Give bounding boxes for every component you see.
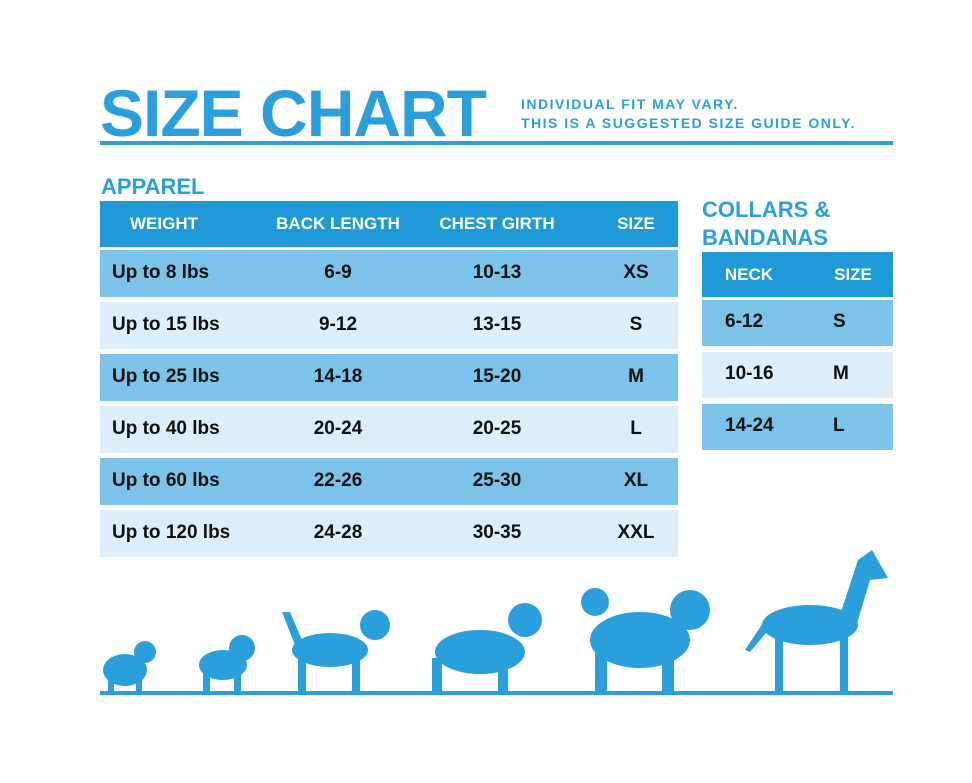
title-rule [100, 141, 893, 145]
table-row [702, 352, 893, 398]
table-cell: M [628, 365, 644, 387]
table-cell: 25-30 [472, 469, 522, 491]
section-title: APPAREL [101, 174, 205, 199]
table-cell: 13-15 [472, 313, 522, 335]
table-row [100, 510, 678, 557]
table-cell: 10-16 [725, 363, 774, 384]
table-row [702, 300, 893, 346]
table-cell: S [833, 311, 846, 332]
table-row [100, 458, 678, 505]
header-row [702, 252, 893, 297]
table-cell: 15-20 [472, 365, 522, 387]
table-cell: 9-12 [318, 313, 358, 335]
title: SIZE CHART [100, 76, 487, 150]
column-header: CHEST GIRTH [439, 214, 555, 233]
table-row [100, 302, 678, 349]
table-row [100, 250, 678, 297]
table-cell: Up to 120 lbs [112, 521, 231, 543]
table-cell: 20-25 [472, 417, 522, 439]
table-cell: S [629, 313, 643, 335]
table-row [100, 354, 678, 401]
table-cell: 30-35 [472, 521, 522, 543]
header-row [100, 201, 678, 247]
table-cell: XL [623, 469, 649, 491]
table-cell: Up to 8 lbs [112, 261, 210, 283]
table-cell: 14-18 [313, 365, 363, 387]
dog-silhouettes [100, 550, 893, 695]
table-cell: Up to 15 lbs [112, 313, 220, 335]
table-cell: 24-28 [313, 521, 363, 543]
note: INDIVIDUAL FIT MAY VARY. [521, 96, 739, 112]
column-header: WEIGHT [130, 214, 198, 233]
table-cell: L [630, 417, 642, 439]
table-cell: 6-12 [725, 311, 764, 332]
table-cell: Up to 60 lbs [112, 469, 220, 491]
table-cell: 22-26 [313, 469, 363, 491]
column-header: BACK LENGTH [276, 214, 400, 233]
table-row [100, 406, 678, 453]
table-cell: 14-24 [725, 415, 774, 436]
section-title: COLLARS & [702, 197, 831, 222]
column-header: SIZE [834, 264, 872, 284]
table-cell: 20-24 [313, 417, 363, 439]
table-cell: 10-13 [472, 261, 522, 283]
table-cell: XS [623, 261, 649, 283]
table-row [702, 404, 893, 450]
column-header: SIZE [617, 214, 655, 233]
table-cell: 6-9 [324, 261, 352, 283]
section-title: BANDANAS [702, 225, 828, 250]
table-cell: Up to 25 lbs [112, 365, 220, 387]
note: THIS IS A SUGGESTED SIZE GUIDE ONLY. [521, 115, 856, 131]
table-cell: XXL [617, 521, 655, 543]
table-cell: M [833, 363, 849, 384]
table-cell: L [833, 415, 845, 436]
table-cell: Up to 40 lbs [112, 417, 220, 439]
column-header: NECK [724, 264, 774, 284]
